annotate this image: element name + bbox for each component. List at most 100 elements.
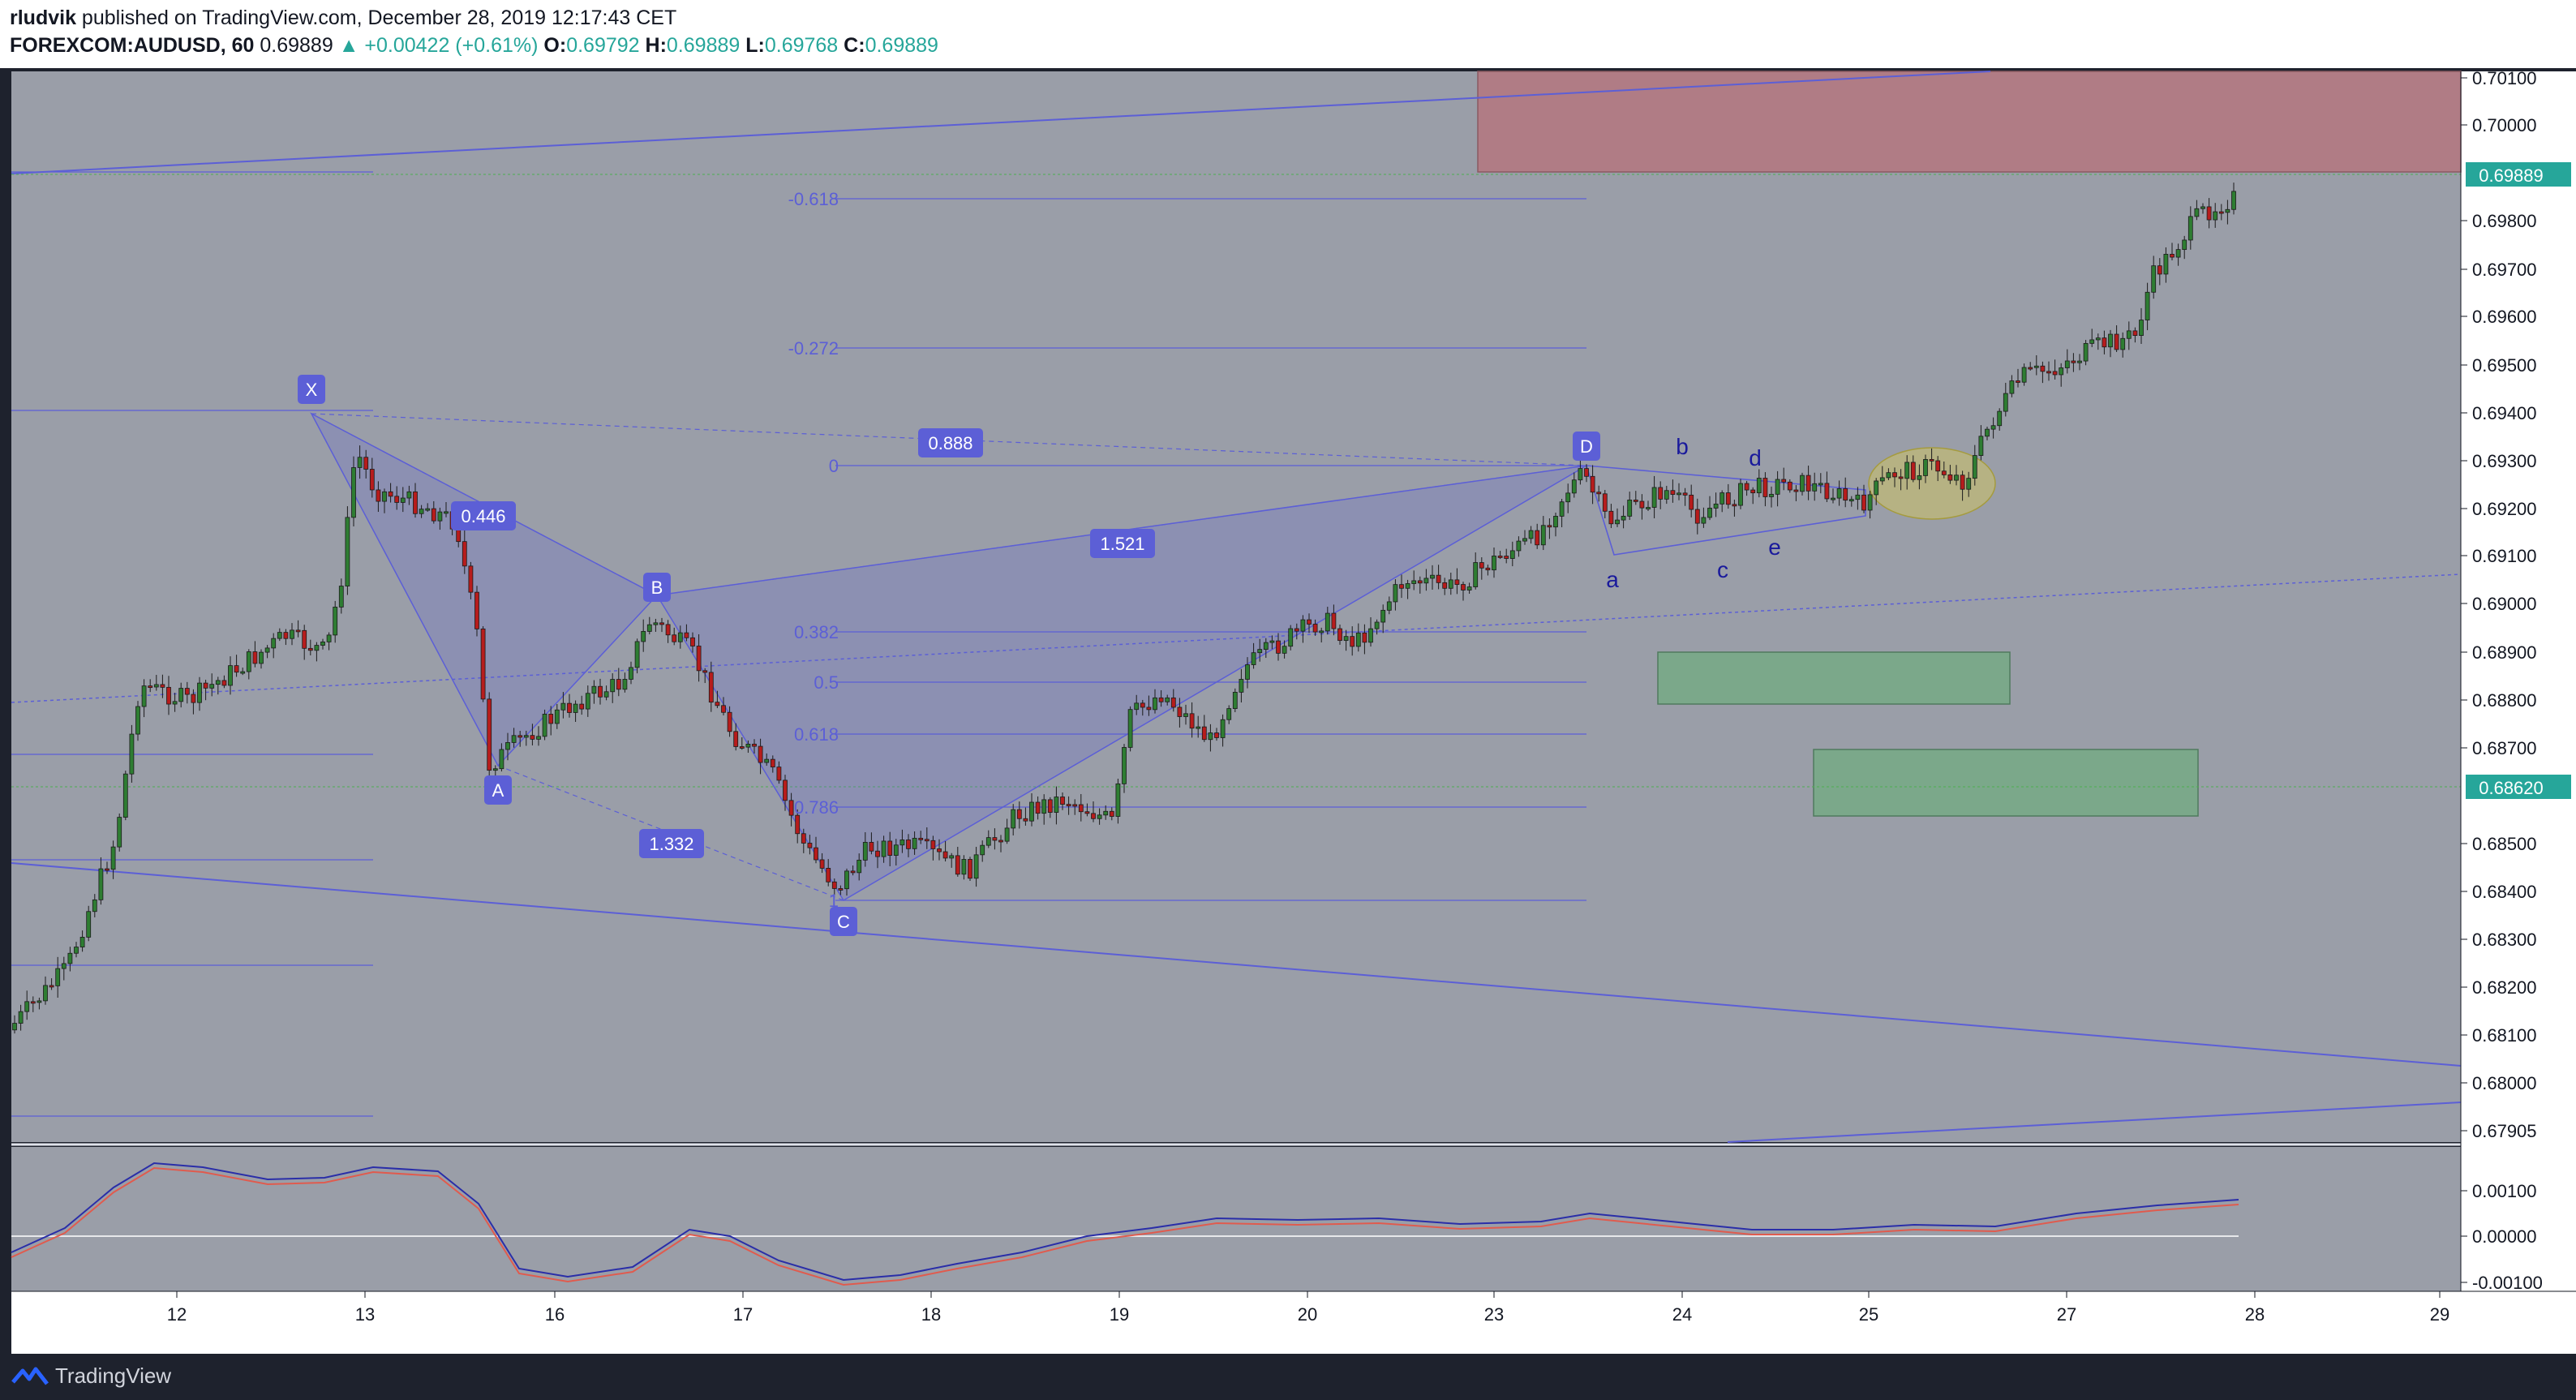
candle-body	[2139, 320, 2144, 336]
candle-body	[92, 899, 97, 913]
candle-body	[1571, 479, 1577, 494]
candle-body	[1886, 472, 1891, 479]
chart-canvas[interactable]: -0.618 -0.272 0 0.382 0.5 0.618 0.786 1 X A B C D 0.4…	[0, 68, 2576, 1354]
candle-body	[2114, 333, 2119, 350]
candle-body	[1713, 503, 1719, 509]
candle-body	[1276, 640, 1281, 654]
candle-body	[1362, 632, 1367, 643]
candle-body	[79, 937, 85, 947]
candle-body	[2163, 254, 2169, 275]
candle-body	[998, 840, 1003, 843]
candle-body	[462, 541, 467, 567]
osc-tick-label: -0.00100	[2472, 1273, 2543, 1293]
candle-body	[191, 694, 196, 703]
candle-body	[1547, 525, 1552, 528]
candle-body	[1196, 726, 1201, 729]
candle-body	[2021, 367, 2027, 383]
candle-body	[1448, 579, 1453, 589]
candle-body	[1910, 462, 1916, 480]
candle-body	[1257, 649, 1263, 654]
candle-body	[1492, 556, 1496, 571]
last-price: 0.69889	[260, 34, 333, 57]
candle-body	[616, 679, 621, 690]
candle-body	[2200, 206, 2205, 209]
candle-body	[400, 497, 406, 503]
candle-body	[172, 701, 178, 705]
candle-body	[1269, 640, 1275, 643]
candle-body	[2218, 211, 2224, 214]
candle-body	[234, 665, 239, 673]
candle-body	[1461, 584, 1466, 590]
candle-body	[560, 702, 566, 711]
candle-body	[1319, 630, 1324, 633]
candle-body	[1115, 783, 1121, 817]
price-tick-label: 0.68000	[2472, 1073, 2537, 1093]
candle-body	[117, 817, 122, 848]
candle-body	[2206, 206, 2212, 221]
candle-body	[930, 840, 936, 849]
candle-body	[1029, 801, 1034, 822]
candle-body	[1386, 601, 1392, 611]
chart-area[interactable]: -0.618 -0.272 0 0.382 0.5 0.618 0.786 1 X A B C D 0.4…	[0, 68, 2576, 1354]
candle-body	[1775, 479, 1780, 495]
candle-body	[1639, 500, 1645, 509]
svg-text:1.521: 1.521	[1100, 534, 1144, 554]
svg-text:A: A	[492, 780, 504, 801]
symbol-name[interactable]: FOREXCOM:AUDUSD, 60	[10, 34, 255, 57]
candle-body	[690, 637, 695, 646]
candle-body	[2052, 371, 2058, 376]
price-tick-label: 0.70000	[2472, 115, 2537, 135]
candle-body	[1769, 493, 1774, 497]
candle-body	[487, 698, 492, 771]
candle-body	[18, 1011, 24, 1024]
tradingview-logo[interactable]: TradingView	[11, 1363, 171, 1389]
author-name[interactable]: rludvik	[10, 6, 76, 29]
candle-body	[1744, 483, 1750, 491]
candle-body	[2231, 191, 2236, 210]
candle-body	[456, 528, 462, 543]
candle-body	[906, 840, 911, 849]
candle-body	[2033, 365, 2039, 368]
candle-body	[641, 631, 646, 642]
price-tick-label: 0.68700	[2472, 738, 2537, 758]
candle-body	[646, 624, 652, 632]
candle-body	[985, 837, 991, 846]
oscillator-line-slow	[11, 1166, 2239, 1286]
candle-body	[369, 469, 375, 491]
candle-body	[1177, 706, 1183, 717]
time-tick-label: 29	[2430, 1304, 2449, 1325]
candle-body	[135, 706, 140, 735]
candle-body	[1898, 476, 1904, 479]
ratio-label-0446: 0.446	[451, 501, 516, 530]
candle-body	[499, 749, 504, 770]
fib-label: 0.786	[794, 797, 839, 818]
candle-body	[1904, 462, 1910, 479]
candle-body	[1497, 556, 1503, 558]
candle-body	[1399, 584, 1404, 589]
candle-body	[1189, 713, 1195, 729]
svg-text:C: C	[837, 912, 850, 932]
candle-body	[1479, 562, 1484, 569]
candle-body	[1054, 797, 1059, 813]
candle-body	[1312, 624, 1318, 633]
open-label: O:	[543, 34, 567, 57]
close-label: C:	[844, 34, 865, 57]
candle-body	[1214, 732, 1219, 738]
candle-body	[831, 881, 837, 889]
candle-body	[1990, 425, 1996, 430]
candle-body	[49, 985, 54, 988]
candle-body	[406, 491, 412, 499]
candle-body	[2077, 360, 2082, 363]
candle-body	[1208, 732, 1213, 741]
candle-body	[1411, 580, 1417, 584]
candle-body	[758, 745, 763, 763]
point-label-d: D	[1573, 432, 1600, 461]
pattern-xb	[311, 413, 658, 596]
candle-body	[887, 840, 893, 856]
candle-body	[1762, 478, 1768, 497]
candle-body	[1165, 697, 1170, 702]
candle-body	[197, 682, 202, 703]
candle-body	[1004, 827, 1010, 842]
candle-body	[1380, 609, 1386, 623]
candle-body	[203, 682, 208, 689]
